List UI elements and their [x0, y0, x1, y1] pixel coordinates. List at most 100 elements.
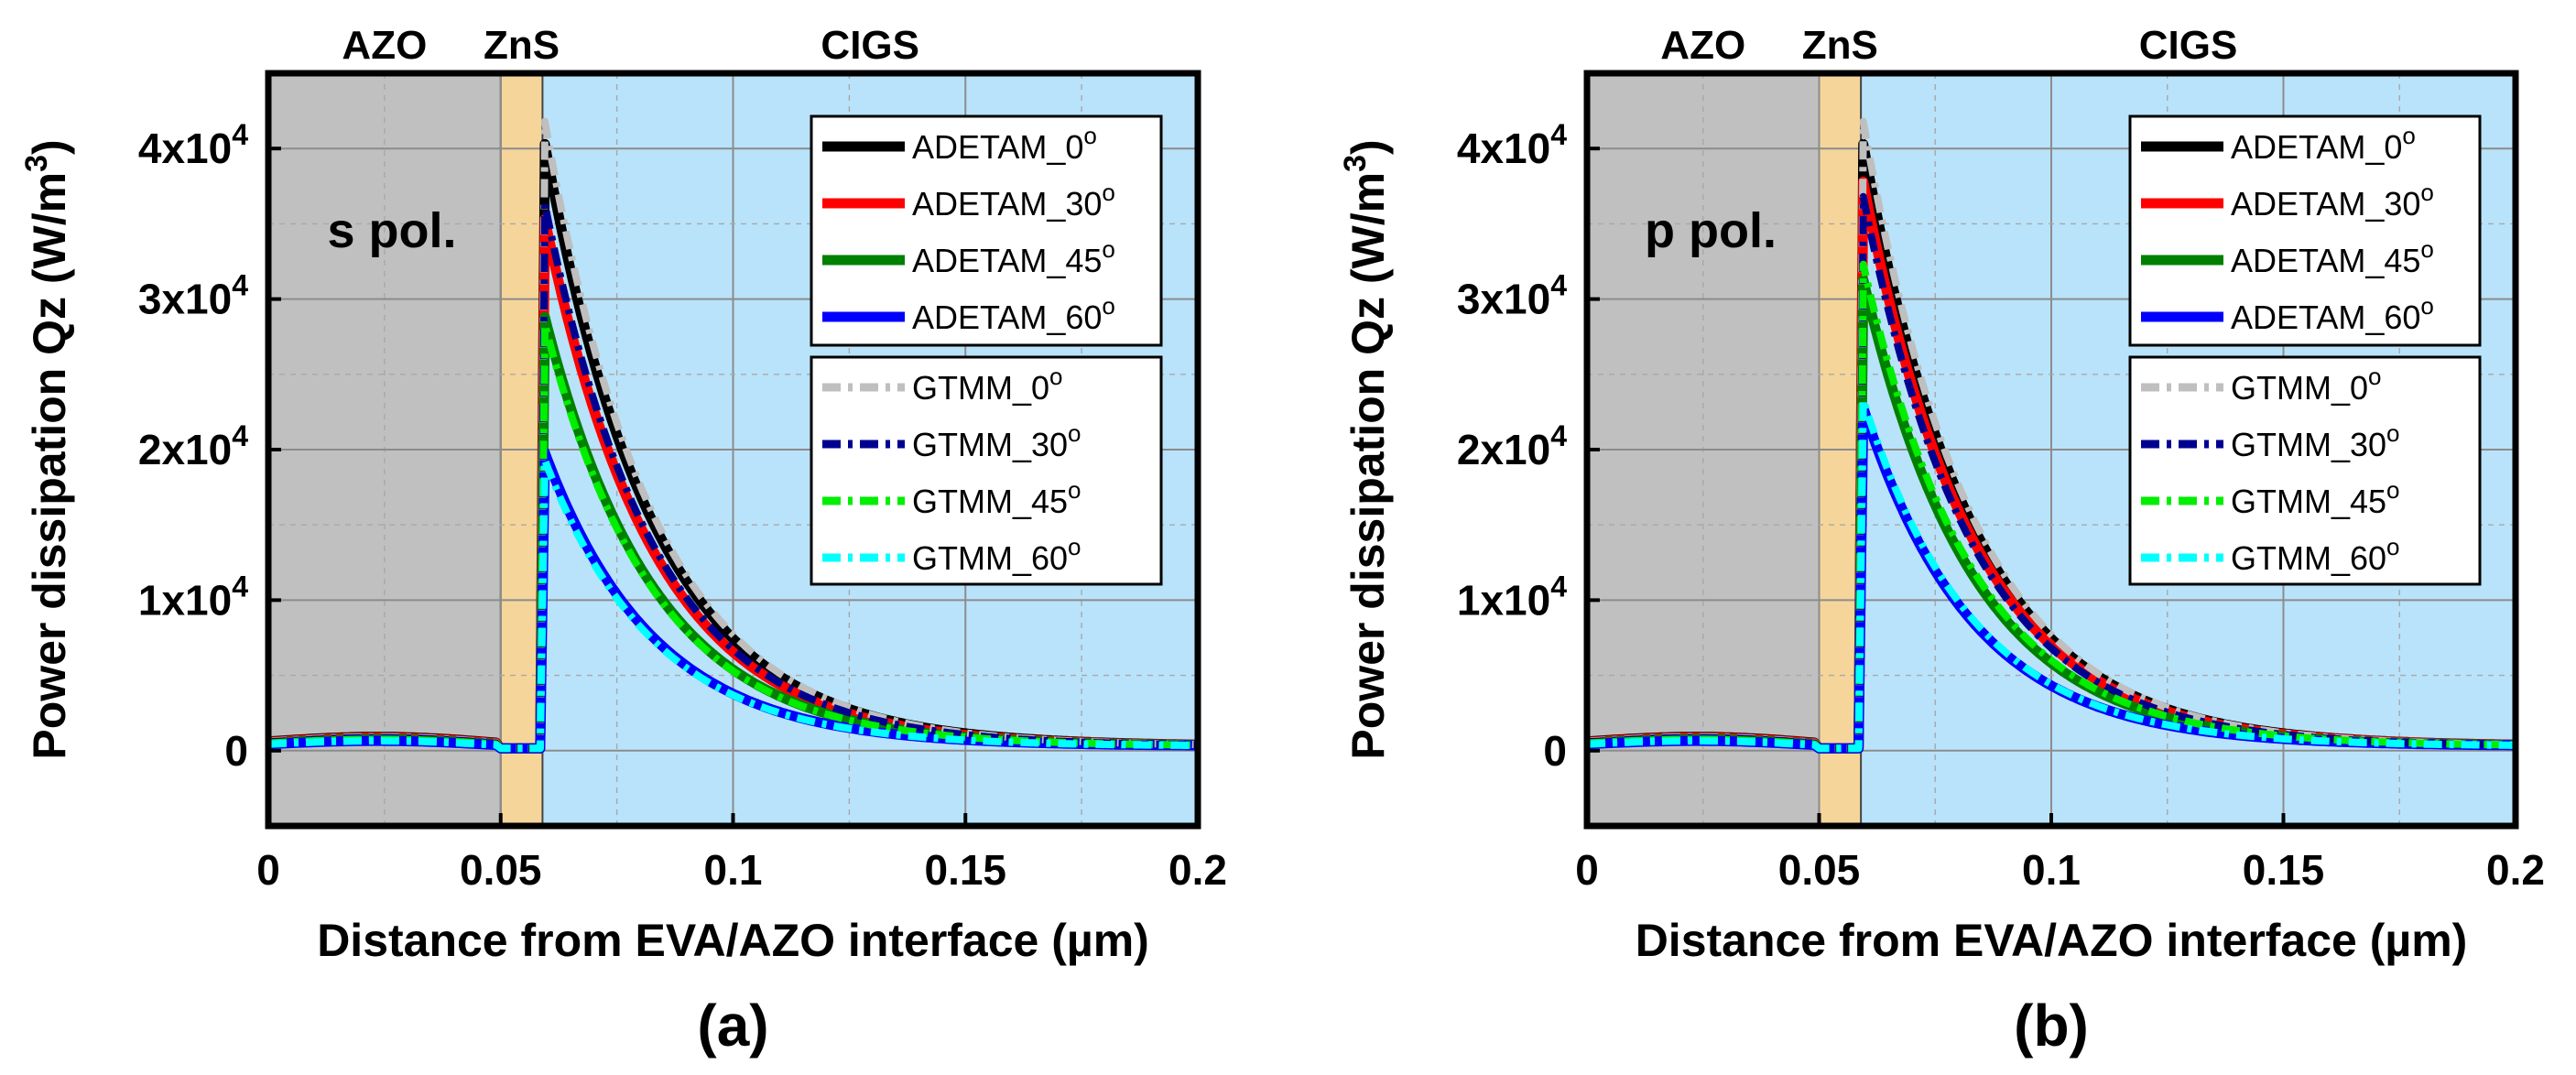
- y-tick-exponent: 4: [1550, 570, 1567, 603]
- y-axis-title-main: Power dissipation Qz (W/m: [1342, 172, 1394, 760]
- x-tick-label: 0.1: [2022, 846, 2081, 894]
- y-tick-label: 3x104: [138, 269, 248, 323]
- y-axis-title: Power dissipation Qz (W/m3): [19, 139, 75, 759]
- region-zns-label: ZnS: [484, 23, 560, 68]
- y-tick-label: 2x104: [138, 419, 248, 473]
- legend-entry-label: ADETAM_60: [912, 299, 1102, 336]
- legend-entry-label: GTMM_0: [2231, 369, 2368, 407]
- y-tick-exponent: 4: [232, 118, 248, 151]
- legend-frame: [2128, 114, 2482, 347]
- legend-entry-label: ADETAM_60: [2231, 299, 2420, 336]
- legend-entry-degree: o: [1083, 122, 1096, 149]
- legend-entry-adetam-60: ADETAM_60o: [2231, 292, 2434, 336]
- x-tick-label: 0.2: [1168, 846, 1227, 894]
- legend-entry-label: GTMM_45: [912, 483, 1068, 520]
- x-tick-label: 0.05: [1778, 846, 1861, 894]
- x-tick-label: 0.1: [704, 846, 763, 894]
- y-tick-mantissa: 1x10: [138, 576, 232, 624]
- legend-entry-degree: o: [1102, 179, 1114, 206]
- legend-entry-degree: o: [1068, 533, 1081, 560]
- series-line-gtmm-60: [268, 456, 1198, 753]
- x-tick-label: 0.05: [460, 846, 542, 894]
- y-axis-title-close: ): [1342, 139, 1394, 155]
- legend-entry-degree: o: [2420, 235, 2433, 263]
- polarization-label: s pol.: [327, 203, 456, 258]
- series-lines: [1587, 117, 2516, 754]
- x-tick-label: 0: [256, 846, 280, 894]
- legend-entry-degree: o: [2420, 179, 2433, 206]
- legend-entry-adetam-45: ADETAM_45o: [2231, 235, 2434, 279]
- y-tick-label: 4x104: [1457, 118, 1567, 172]
- legend-entry-degree: o: [1102, 235, 1114, 263]
- y-tick-exponent: 4: [1550, 269, 1567, 302]
- legend-entry-adetam-0: ADETAM_0o: [2231, 122, 2416, 166]
- panel-label: (b): [2014, 993, 2089, 1059]
- legend-entry-degree: o: [2386, 533, 2399, 560]
- legend-entry-adetam-60: ADETAM_60o: [912, 292, 1115, 336]
- legend-entry-label: ADETAM_45: [912, 242, 1102, 279]
- legend-entry-label: ADETAM_0: [912, 128, 1083, 166]
- y-tick-exponent: 4: [1550, 419, 1567, 452]
- legend-entry-degree: o: [2420, 292, 2433, 320]
- x-tick-label: 0: [1575, 846, 1599, 894]
- legend-entry-degree: o: [1049, 363, 1062, 390]
- legend-frame: [810, 114, 1163, 347]
- panel-label: (a): [697, 993, 768, 1059]
- y-tick-label: 1x104: [138, 570, 248, 624]
- y-axis-title-exponent: 3: [19, 155, 54, 172]
- y-tick-mantissa: 4x10: [1457, 125, 1550, 172]
- x-tick-label: 0.2: [2486, 846, 2545, 894]
- y-tick-label: 4x104: [138, 118, 248, 172]
- legend-entry-adetam-30: ADETAM_30o: [2231, 179, 2434, 223]
- y-tick-label: 2x104: [1457, 419, 1567, 473]
- legend-entry-adetam-30: ADETAM_30o: [912, 179, 1115, 223]
- polarization-label: p pol.: [1645, 203, 1777, 258]
- legend-entry-gtmm-30: GTMM_30o: [2231, 419, 2400, 463]
- y-axis-title-close: ): [24, 139, 75, 155]
- y-axis-title-main: Power dissipation Qz (W/m: [24, 172, 75, 760]
- x-tick-label: 0.15: [2243, 846, 2325, 894]
- y-tick-mantissa: 2x10: [138, 426, 232, 473]
- y-tick-mantissa: 1x10: [1457, 576, 1550, 624]
- region-zns-label: ZnS: [1802, 23, 1878, 68]
- y-tick-exponent: 4: [232, 269, 248, 302]
- legend-entry-gtmm-30: GTMM_30o: [912, 419, 1081, 463]
- y-tick-exponent: 4: [232, 419, 248, 452]
- y-tick-label: 0: [224, 727, 248, 775]
- y-tick-mantissa: 0: [224, 727, 248, 775]
- legend-entry-label: ADETAM_30: [2231, 185, 2420, 223]
- region-azo-label: AZO: [1660, 23, 1745, 68]
- x-axis-title: Distance from EVA/AZO interface (µm): [317, 915, 1149, 966]
- series-line-gtmm-60: [1587, 396, 2516, 753]
- legend-entry-gtmm-45: GTMM_45o: [2231, 476, 2400, 520]
- legend-entry-label: GTMM_0: [912, 369, 1049, 407]
- x-tick-label: 0.15: [924, 846, 1006, 894]
- x-axis-title: Distance from EVA/AZO interface (µm): [1636, 915, 2468, 966]
- legend-entry-label: GTMM_60: [912, 539, 1068, 577]
- y-tick-mantissa: 0: [1543, 727, 1567, 775]
- legend-entry-degree: o: [2386, 419, 2399, 447]
- legend-entry-degree: o: [2402, 122, 2415, 149]
- y-tick-mantissa: 3x10: [1457, 276, 1550, 323]
- region-cigs-label: CIGS: [2139, 23, 2238, 68]
- legend-entry-label: GTMM_30: [2231, 426, 2386, 463]
- y-tick-mantissa: 2x10: [1457, 426, 1550, 473]
- legend-entry-adetam-0: ADETAM_0o: [912, 122, 1097, 166]
- series-lines: [268, 117, 1198, 754]
- legend-entry-label: ADETAM_45: [2231, 242, 2420, 279]
- y-tick-label: 0: [1543, 727, 1567, 775]
- y-axis-title-exponent: 3: [1338, 155, 1373, 172]
- legend-entry-gtmm-0: GTMM_0o: [2231, 363, 2381, 407]
- legend-entry-label: GTMM_60: [2231, 539, 2386, 577]
- legend-entry-label: GTMM_30: [912, 426, 1068, 463]
- y-tick-exponent: 4: [1550, 118, 1567, 151]
- legend-entry-gtmm-0: GTMM_0o: [912, 363, 1062, 407]
- y-tick-mantissa: 3x10: [138, 276, 232, 323]
- legend-entry-gtmm-60: GTMM_60o: [912, 533, 1081, 577]
- legend-entry-degree: o: [1102, 292, 1114, 320]
